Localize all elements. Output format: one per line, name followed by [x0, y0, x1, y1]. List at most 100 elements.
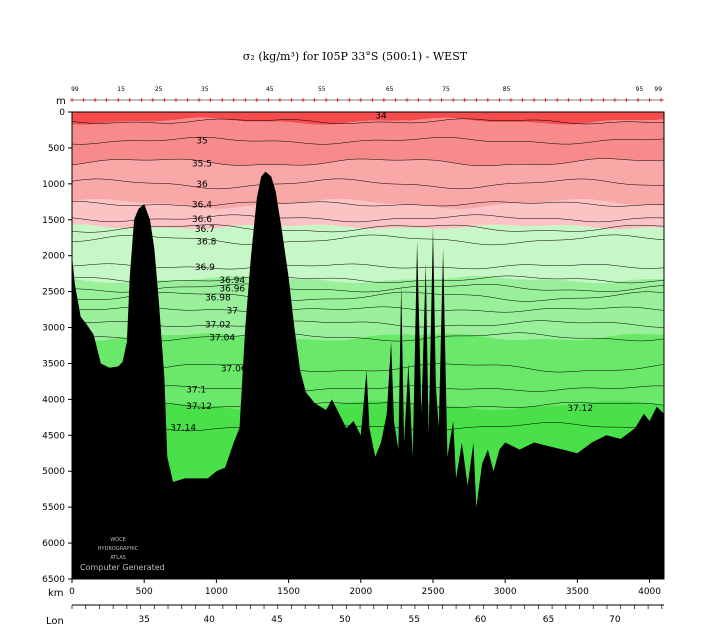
station-label: 55	[318, 86, 326, 93]
isopycnal-line	[72, 385, 664, 392]
isopycnal-line	[72, 224, 664, 233]
contour-label: 37	[227, 306, 238, 316]
seafloor-layer	[72, 171, 664, 579]
contour-label-layer: 34 35 35.5 36 36.4 36.636.7 36.8 36.9 36.9436.96…	[170, 112, 593, 434]
station-label: 99	[654, 86, 662, 93]
depth-tick-label: 3000	[42, 324, 65, 334]
distance-tick-label: 500	[136, 587, 153, 597]
distance-tick-label: 3000	[494, 587, 517, 597]
density-band	[72, 117, 664, 166]
depth-tick-label: 4500	[42, 431, 65, 441]
isopycnal-line	[72, 234, 664, 246]
isopycnal-line	[72, 158, 664, 167]
contour-label: 36.96	[219, 285, 245, 295]
contour-label: 37.02	[205, 321, 231, 331]
isopycnal-line	[72, 201, 664, 207]
isopycnal-line	[72, 332, 664, 342]
contour-label: 36.7	[195, 225, 215, 235]
isopycnal-line	[72, 291, 664, 302]
longitude-axis: 35 40 45 50 55 60 65 70	[71, 604, 664, 625]
depth-unit-label: m	[56, 96, 66, 107]
station-label: 65	[386, 86, 394, 93]
depth-tick-label: 5000	[42, 467, 65, 477]
depth-tick-label: 1000	[42, 180, 65, 190]
isopycnal-line	[72, 214, 664, 223]
station-axis: 99 15 25 35 45 55 65 75 85 95 99	[70, 86, 664, 102]
watermark-line3: ATLAS	[110, 555, 126, 561]
density-band	[72, 275, 664, 341]
longitude-tick-label: 55	[408, 615, 419, 625]
longitude-tick-label: 60	[475, 615, 487, 625]
distance-tick-label: 2000	[349, 587, 372, 597]
contour-label: 36.8	[196, 237, 216, 247]
depth-axis: 0 500 1000 1500 2000 2500 3000 3500 4000 4500 5000…	[42, 108, 72, 585]
density-band	[72, 198, 664, 230]
contour-label: 35	[196, 137, 207, 147]
isopycnal-line	[72, 283, 664, 293]
longitude-tick-label: 40	[203, 615, 215, 625]
station-label: 95	[636, 86, 644, 93]
distance-axis: 0 500 1000 1500 2000 2500 3000 3500 4000	[69, 579, 661, 597]
distance-tick-label: 4000	[638, 587, 661, 597]
depth-tick-label: 1500	[42, 216, 65, 226]
contour-label: 37.06	[221, 364, 247, 374]
distance-tick-label: 1500	[277, 587, 300, 597]
contour-label: 36.94	[219, 276, 245, 286]
longitude-tick-label: 45	[271, 615, 282, 625]
depth-tick-label: 2500	[42, 288, 65, 298]
plot-frame	[71, 111, 665, 580]
isopycnal-line	[72, 363, 664, 373]
isopycnal-line	[72, 306, 664, 313]
watermark-line2: HYDROGRAPHIC	[98, 546, 139, 552]
contour-label: 37.14	[170, 423, 196, 433]
longitude-tick-label: 50	[339, 615, 351, 625]
contour-label: 36.98	[205, 293, 231, 303]
seafloor	[72, 171, 664, 579]
depth-tick-label: 6500	[42, 575, 65, 585]
contour-label: 36.4	[192, 201, 212, 211]
depth-tick-label: 3500	[42, 359, 65, 369]
station-label: 75	[442, 86, 450, 93]
chart-title: σ₂ (kg/m³) for I05P 33°S (500:1) - WEST	[242, 50, 468, 63]
distance-tick-label: 0	[69, 587, 75, 597]
isopycnal-line	[72, 320, 664, 328]
depth-tick-label: 0	[59, 108, 65, 118]
contour-label: 36.9	[195, 263, 215, 273]
station-label: 25	[155, 86, 163, 93]
contour-label: 37.04	[209, 334, 235, 344]
isopycnal-line	[72, 136, 664, 145]
watermark-line1: WOCE	[110, 537, 126, 543]
depth-tick-label: 500	[48, 144, 65, 154]
station-label: 99	[71, 86, 79, 93]
density-band	[72, 112, 664, 125]
contour-label: 37.1	[186, 385, 206, 395]
density-band	[72, 224, 664, 283]
station-label: 15	[117, 86, 125, 93]
watermark-caption: Computer Generated	[80, 563, 165, 572]
isopycnal-line	[72, 118, 664, 125]
contour-label: 34	[375, 112, 387, 122]
contour-label: 37.12	[186, 402, 212, 412]
longitude-tick-label: 35	[138, 615, 149, 625]
contour-label: 35.5	[192, 160, 212, 170]
depth-tick-label: 6000	[42, 539, 65, 549]
distance-tick-label: 3500	[566, 587, 589, 597]
density-band	[72, 333, 664, 411]
isopycnal-line	[72, 275, 664, 284]
distance-unit-label: km	[48, 588, 64, 599]
distance-tick-label: 2500	[422, 587, 445, 597]
contour-label: 36.6	[192, 215, 212, 225]
isopycnal-line	[72, 263, 664, 270]
watermark: WOCE HYDROGRAPHIC ATLAS Computer Generat…	[80, 537, 165, 572]
depth-tick-label: 2000	[42, 252, 65, 262]
isopycnal-contours	[72, 118, 664, 432]
station-label: 45	[266, 86, 274, 93]
contour-label: 37.12	[567, 404, 593, 414]
depth-tick-label: 4000	[42, 395, 65, 405]
distance-tick-label: 1000	[205, 587, 228, 597]
depth-tick-label: 5500	[42, 503, 65, 513]
station-label: 35	[201, 86, 209, 93]
isopycnal-line	[72, 178, 664, 190]
station-label: 85	[503, 86, 511, 93]
